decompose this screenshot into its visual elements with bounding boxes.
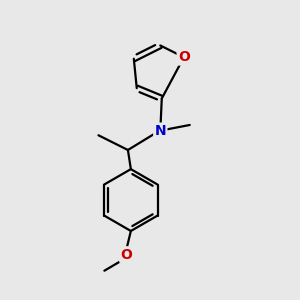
Text: O: O [178, 50, 190, 64]
Text: N: N [154, 124, 166, 138]
Text: O: O [121, 248, 132, 262]
